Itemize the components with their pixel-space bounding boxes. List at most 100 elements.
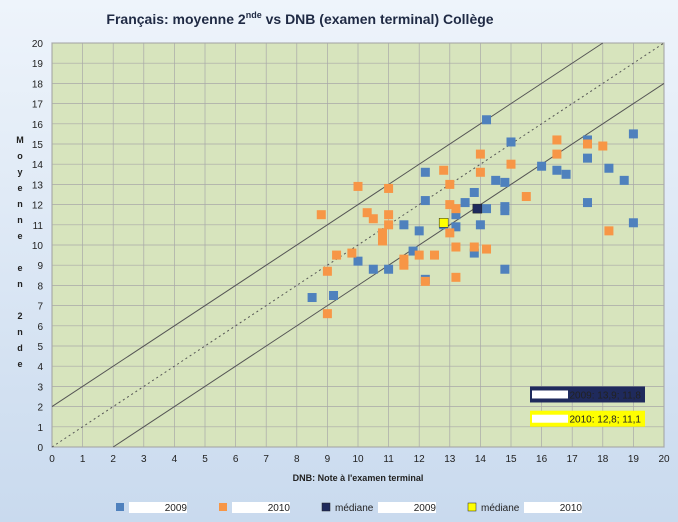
data-point-2010 bbox=[469, 242, 479, 252]
x-tick-label: 5 bbox=[202, 454, 208, 465]
data-point-2010 bbox=[506, 159, 516, 169]
data-point-2010 bbox=[445, 200, 455, 210]
data-point-2009 bbox=[628, 129, 638, 139]
x-tick-label: 16 bbox=[536, 454, 548, 465]
data-point-2010 bbox=[482, 244, 492, 254]
legend-mask bbox=[129, 502, 187, 513]
data-point-2009 bbox=[420, 167, 430, 177]
data-point-2010 bbox=[552, 135, 562, 145]
y-tick-label: 17 bbox=[32, 100, 44, 111]
y-tick-label: 7 bbox=[37, 302, 43, 313]
x-tick-label: 11 bbox=[383, 454, 394, 465]
data-point-2009 bbox=[604, 163, 614, 173]
x-tick-label: 10 bbox=[352, 454, 364, 465]
data-point-2009 bbox=[491, 175, 501, 185]
annotations: 2009: 13,9; 11,8 2010: 12,8; 11,1 bbox=[530, 386, 645, 427]
data-point-2009 bbox=[561, 169, 571, 179]
x-tick-label: 4 bbox=[172, 454, 178, 465]
data-point-2009 bbox=[414, 226, 424, 236]
x-tick-label: 7 bbox=[263, 454, 269, 465]
legend-marker bbox=[467, 502, 477, 512]
y-axis-label-letter: e bbox=[17, 231, 22, 241]
data-point-2009 bbox=[329, 291, 339, 300]
data-point-2009 bbox=[500, 177, 510, 187]
y-axis-label-letter: n bbox=[17, 327, 23, 337]
y-axis-label-letter: d bbox=[17, 343, 23, 353]
data-point-2009 bbox=[583, 153, 592, 163]
legend-marker bbox=[321, 502, 331, 512]
x-tick-label: 12 bbox=[414, 454, 426, 465]
data-point-2010 bbox=[384, 210, 394, 220]
data-point-2009 bbox=[475, 220, 485, 230]
data-point-2009 bbox=[628, 218, 638, 228]
data-point-2010 bbox=[332, 250, 342, 260]
data-point-2010 bbox=[384, 220, 394, 230]
data-point-2009 bbox=[469, 248, 479, 258]
data-point-2010 bbox=[377, 236, 387, 246]
data-point-2009 bbox=[408, 246, 418, 256]
data-point-2009 bbox=[420, 196, 430, 206]
data-point-2010 bbox=[322, 266, 332, 276]
data-point-2010 bbox=[583, 139, 592, 149]
data-point-2009 bbox=[537, 161, 547, 171]
legend-prefix: médiane bbox=[335, 503, 374, 514]
x-tick-label: 3 bbox=[141, 454, 147, 465]
y-axis-label-letter: o bbox=[17, 151, 23, 161]
y-tick-label: 5 bbox=[37, 342, 43, 353]
data-point-2009 bbox=[384, 264, 394, 274]
y-axis-label-letter: n bbox=[17, 279, 23, 289]
data-point-2010 bbox=[322, 309, 332, 319]
y-axis-label-letter: n bbox=[17, 199, 23, 209]
data-point-2010 bbox=[521, 192, 531, 202]
data-point-2010 bbox=[475, 149, 485, 159]
x-tick-label: 2 bbox=[110, 454, 116, 465]
reference-line-solid bbox=[51, 42, 604, 408]
y-tick-label: 9 bbox=[37, 261, 43, 272]
y-tick-label: 13 bbox=[32, 180, 44, 191]
data-point-2010 bbox=[451, 242, 461, 252]
y-tick-label: 18 bbox=[32, 79, 44, 90]
legend-prefix: médiane bbox=[481, 503, 520, 514]
y-tick-label: 0 bbox=[37, 443, 43, 454]
y-tick-label: 8 bbox=[37, 281, 43, 292]
data-point-2009 bbox=[353, 256, 363, 266]
data-point-2009 bbox=[307, 293, 317, 303]
data-point-2010 bbox=[368, 214, 378, 224]
x-tick-label: 8 bbox=[294, 454, 300, 465]
data-point-2010 bbox=[414, 250, 424, 260]
y-axis-label-letter: y bbox=[17, 167, 22, 177]
legend-mask bbox=[524, 502, 582, 513]
data-point-2010 bbox=[445, 179, 455, 189]
chart-title: Français: moyenne 2nde vs DNB (examen te… bbox=[106, 10, 493, 27]
data-point-2009 bbox=[506, 137, 516, 147]
data-point-2010 bbox=[384, 183, 394, 193]
annotation-mask bbox=[532, 414, 568, 423]
data-point-2009 bbox=[451, 222, 461, 232]
data-point-2009 bbox=[482, 115, 492, 125]
data-point-2009 bbox=[500, 206, 510, 216]
data-point-2009 bbox=[500, 264, 510, 274]
data-point-2009 bbox=[619, 175, 629, 185]
legend: 2009 2010 médiane 2009 médiane 2010 bbox=[116, 502, 582, 514]
legend-label: 2010 bbox=[560, 503, 583, 514]
legend-marker bbox=[219, 503, 227, 511]
data-point-médiane-2009 bbox=[472, 203, 483, 214]
data-point-2009 bbox=[552, 165, 562, 175]
y-axis-label-letter: e bbox=[17, 359, 22, 369]
x-tick-label: 17 bbox=[567, 454, 579, 465]
data-point-2009 bbox=[451, 210, 461, 220]
data-point-2010 bbox=[430, 250, 439, 260]
y-tick-label: 12 bbox=[32, 201, 44, 212]
data-point-2010 bbox=[353, 181, 363, 191]
legend-label: 2009 bbox=[165, 503, 188, 514]
data-point-2010 bbox=[420, 276, 430, 286]
y-axis-label-letter: M bbox=[16, 135, 24, 145]
y-axis-label-letter: n bbox=[17, 215, 23, 225]
legend-mask bbox=[232, 502, 290, 513]
data-point-2010 bbox=[451, 272, 461, 282]
x-tick-label: 14 bbox=[475, 454, 487, 465]
y-tick-label: 2 bbox=[37, 403, 43, 414]
data-point-2009 bbox=[482, 204, 492, 214]
data-point-2010 bbox=[377, 228, 387, 238]
